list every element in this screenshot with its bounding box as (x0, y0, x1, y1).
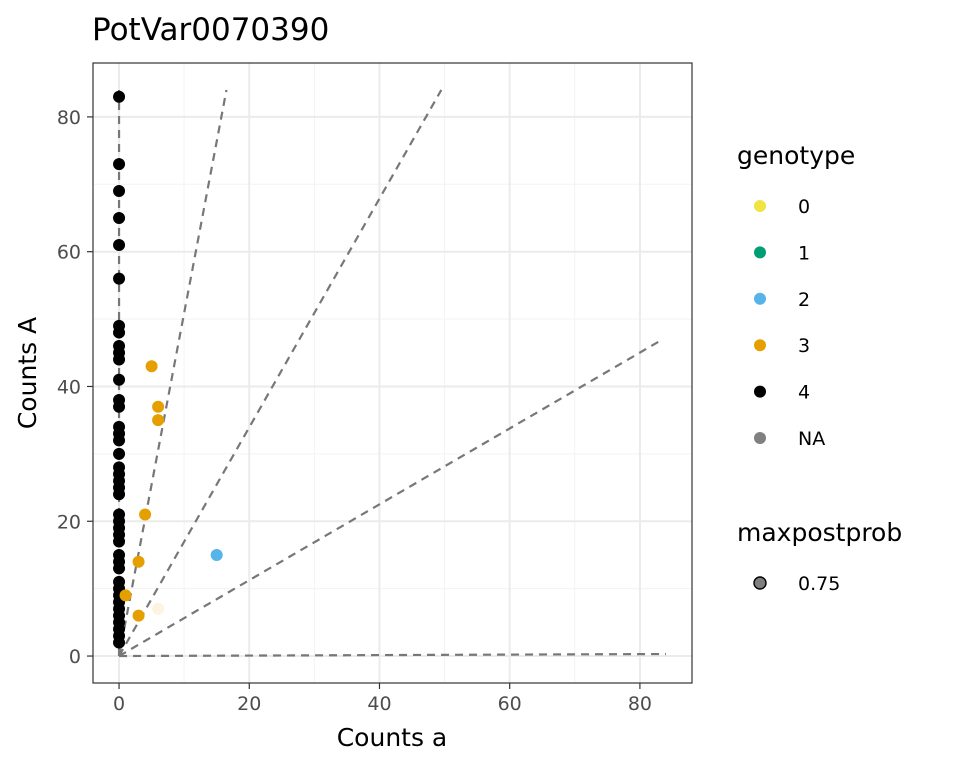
x-tick-label: 40 (367, 693, 391, 715)
y-tick-label: 60 (57, 242, 81, 264)
legend-maxpostprob-title: maxpostprob (737, 518, 902, 547)
legend-maxpostprob: maxpostprob 0.75 (737, 518, 902, 595)
legend-label-genotype: 4 (798, 382, 810, 404)
y-axis-title: Counts A (13, 317, 42, 429)
data-point-genotype-4 (113, 636, 126, 649)
legend-key-genotype-4 (754, 385, 766, 398)
data-points (113, 90, 223, 649)
data-point-genotype-3 (145, 360, 158, 373)
reference-lines (117, 89, 666, 658)
legend-label-genotype: NA (798, 428, 825, 450)
y-tick-label: 40 (57, 376, 81, 398)
data-point-genotype-3 (139, 508, 152, 521)
legend-key-genotype-0 (754, 200, 766, 212)
data-point-genotype-2 (210, 548, 223, 561)
panel-background (93, 63, 692, 683)
legend-label-genotype: 0 (798, 196, 810, 218)
data-point-genotype-4 (113, 272, 126, 285)
plot-panel (92, 62, 693, 684)
data-point-genotype-4 (113, 400, 126, 413)
y-tick-label: 20 (57, 511, 81, 533)
data-point-genotype-4 (113, 488, 126, 501)
legend-label-genotype: 2 (798, 289, 810, 311)
data-point-genotype-4 (113, 185, 126, 198)
legend-genotype: genotype 0 1 2 3 4 NA (737, 141, 855, 450)
data-point-genotype-4 (113, 90, 126, 103)
minor-gridlines (93, 63, 692, 683)
legend-key-maxpostprob (753, 576, 767, 590)
x-tick-label: 60 (498, 693, 522, 715)
chart-title: PotVar0070390 (92, 12, 329, 48)
legend-label-genotype: 3 (798, 335, 810, 357)
reference-line-0 (117, 89, 228, 657)
data-point-genotype-4 (113, 434, 126, 447)
data-point-genotype-4 (113, 238, 126, 251)
panel-border (92, 62, 693, 684)
data-point-genotype-3 (152, 602, 165, 615)
x-axis-ticks: 0 20 40 60 80 (113, 683, 652, 715)
legend-key-genotype-2 (754, 292, 766, 305)
x-axis-title: Counts a (337, 723, 448, 752)
legend-key-genotype-NA (754, 432, 766, 444)
y-axis-ticks: 0 20 40 60 80 (57, 107, 93, 668)
y-tick-label: 0 (69, 646, 81, 668)
legend-label-maxpostprob: 0.75 (798, 573, 840, 595)
data-point-genotype-4 (113, 158, 126, 171)
data-point-genotype-3 (152, 414, 165, 427)
data-point-genotype-4 (113, 535, 126, 548)
y-tick-label: 80 (57, 107, 81, 129)
data-point-genotype-3 (119, 589, 132, 602)
data-point-genotype-4 (113, 562, 126, 575)
x-tick-label: 20 (237, 693, 261, 715)
legend-key-genotype-1 (754, 246, 766, 259)
legend-genotype-title: genotype (737, 141, 855, 170)
data-point-genotype-4 (113, 212, 126, 224)
reference-line-1 (118, 89, 443, 657)
data-point-genotype-4 (113, 373, 126, 386)
reference-line-2 (118, 338, 664, 657)
data-point-genotype-3 (132, 555, 145, 568)
legend-label-genotype: 1 (798, 242, 810, 264)
reference-line-3 (119, 652, 666, 658)
data-point-genotype-4 (113, 353, 126, 366)
x-tick-label: 80 (628, 693, 652, 715)
data-point-genotype-4 (113, 326, 126, 339)
data-point-genotype-3 (152, 400, 165, 413)
legend-key-genotype-3 (754, 339, 766, 352)
data-point-genotype-4 (113, 447, 126, 460)
data-point-genotype-3 (132, 609, 145, 622)
x-tick-label: 0 (113, 693, 125, 715)
